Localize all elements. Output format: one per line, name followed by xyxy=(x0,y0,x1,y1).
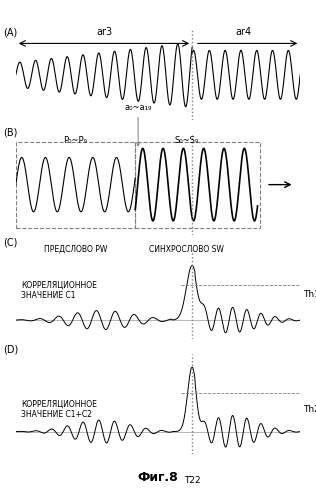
Text: T22: T22 xyxy=(184,476,200,485)
Text: ПРЕДСЛОВО PW: ПРЕДСЛОВО PW xyxy=(44,245,107,253)
Text: КОРРЕЛЯЦИОННОЕ
ЗНАЧЕНИЕ C1+C2: КОРРЕЛЯЦИОННОЕ ЗНАЧЕНИЕ C1+C2 xyxy=(21,400,97,419)
Text: КОРРЕЛЯЦИОННОЕ
ЗНАЧЕНИЕ C1: КОРРЕЛЯЦИОННОЕ ЗНАЧЕНИЕ C1 xyxy=(21,280,97,299)
Text: (B): (B) xyxy=(3,127,17,137)
Text: ar3: ar3 xyxy=(96,27,112,37)
Text: a₀~a₁₉: a₀~a₁₉ xyxy=(125,103,152,146)
Text: Фиг.8: Фиг.8 xyxy=(138,471,178,484)
Text: S₀~S₉: S₀~S₉ xyxy=(174,136,198,145)
Text: СИНХРОСЛОВО SW: СИНХРОСЛОВО SW xyxy=(149,245,224,253)
Text: (D): (D) xyxy=(3,344,18,354)
Text: (A): (A) xyxy=(3,27,17,37)
Text: Th1: Th1 xyxy=(303,290,316,299)
Text: (C): (C) xyxy=(3,237,17,247)
Bar xyxy=(16,142,135,228)
Bar xyxy=(135,142,260,228)
Text: ar4: ar4 xyxy=(235,27,252,37)
Text: P₀~P₉: P₀~P₉ xyxy=(64,136,88,145)
Text: Th2: Th2 xyxy=(303,405,316,414)
